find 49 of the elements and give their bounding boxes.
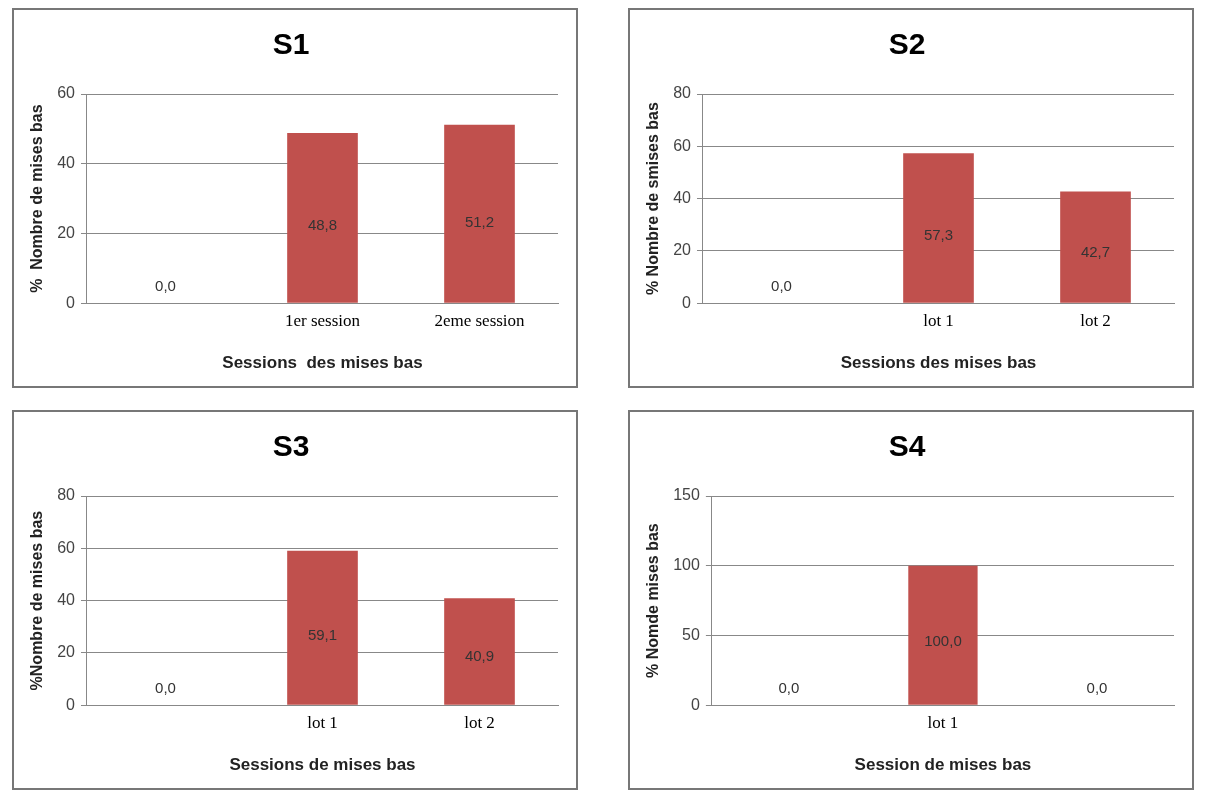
x-tick-label: lot 2 [464, 712, 495, 732]
x-tick-label: 2eme session [434, 310, 526, 330]
y-tick-label: 0 [690, 695, 700, 713]
chart-title: S1 [272, 27, 310, 61]
y-tick-label: 100 [673, 556, 700, 574]
x-axis-title: Session de mises bas [854, 755, 1032, 775]
data-label: 57,3 [923, 225, 954, 243]
data-label: 59,1 [307, 625, 338, 643]
y-tick-label: 40 [673, 189, 692, 207]
y-tick-label: 80 [57, 486, 76, 504]
data-label: 48,8 [307, 216, 338, 234]
y-tick-label: 60 [673, 136, 692, 154]
x-tick-label: 1er session [284, 310, 361, 330]
y-axis-title: % Nombre de smises bas [644, 102, 662, 296]
y-axis-title: % Nomde mises bas [644, 523, 662, 678]
y-tick-label: 50 [682, 625, 700, 643]
chart-title: S3 [272, 429, 310, 463]
y-axis-title: % Nombre de mises bas [28, 104, 46, 293]
data-label: 0,0 [155, 277, 176, 295]
y-axis-title: %Nombre de mises bas [28, 510, 46, 691]
data-label: 0,0 [155, 679, 176, 697]
y-tick-label: 60 [57, 84, 76, 102]
data-label: 0,0 [778, 679, 800, 697]
y-tick-label: 80 [673, 84, 692, 102]
x-tick-label: lot 2 [1080, 310, 1111, 330]
x-tick-label: lot 1 [307, 712, 338, 732]
x-axis-title: Sessions de mises bas [229, 755, 416, 775]
y-tick-label: 150 [673, 486, 700, 504]
y-tick-label: 40 [57, 154, 76, 172]
y-tick-label: 20 [673, 241, 692, 259]
chart-title: S4 [888, 429, 926, 463]
x-axis-title: Sessions des mises bas [222, 353, 423, 373]
x-axis-title: Sessions des mises bas [840, 353, 1037, 373]
x-tick-label: lot 1 [927, 712, 959, 732]
y-tick-label: 40 [57, 591, 76, 609]
y-tick-label: 20 [57, 223, 76, 241]
y-tick-label: 0 [66, 695, 76, 713]
chart-title: S2 [888, 27, 926, 61]
data-label: 0,0 [771, 277, 792, 295]
data-label: 0,0 [1086, 679, 1108, 697]
data-label: 40,9 [464, 646, 495, 664]
data-label: 100,0 [924, 632, 962, 650]
y-tick-label: 60 [57, 538, 76, 556]
y-tick-label: 0 [66, 293, 76, 311]
x-tick-label: lot 1 [923, 310, 954, 330]
data-label: 51,2 [464, 212, 495, 230]
y-tick-label: 0 [682, 293, 692, 311]
y-tick-label: 20 [57, 643, 76, 661]
data-label: 42,7 [1080, 242, 1111, 260]
